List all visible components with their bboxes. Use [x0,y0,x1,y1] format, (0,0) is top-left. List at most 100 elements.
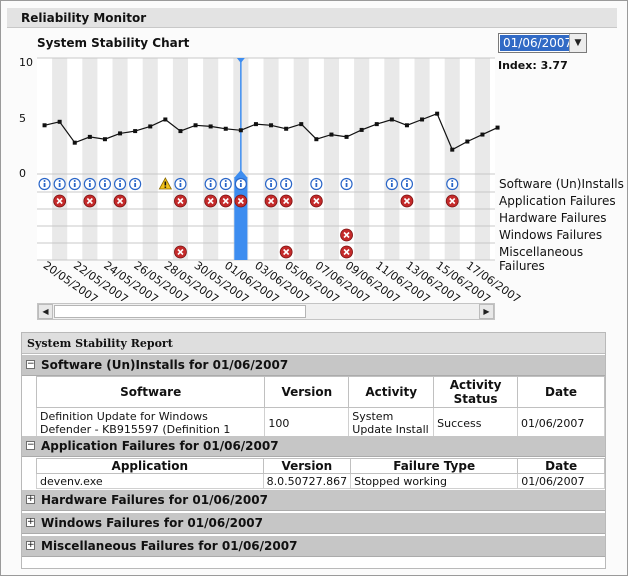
scroll-right-icon[interactable]: ▶ [479,304,494,319]
expand-toggle-icon[interactable]: + [26,517,35,527]
info-icon-stem [390,183,393,187]
chart-title: System Stability Chart [37,36,190,50]
stability-point [269,123,274,128]
info-icon [310,177,323,191]
column-header-version[interactable]: Version [262,458,352,474]
windows-failures-section-header[interactable]: + Windows Failures for 01/06/2007 [22,513,605,534]
stability-point [102,137,107,142]
info-icon-stem [239,183,242,187]
cell-status: Success [433,407,519,439]
miscellaneous-failures-section-header[interactable]: + Miscellaneous Failures for 01/06/2007 [22,536,605,557]
info-icon-dot [405,180,408,182]
error-icon-x [283,248,290,256]
software-installs-section-header[interactable]: − Software (Un)Installs for 01/06/2007 [22,355,605,376]
collapse-toggle-icon[interactable]: − [26,359,35,369]
info-icon-dot [285,180,288,182]
stability-point [344,134,349,139]
column-header-failure-type[interactable]: Failure Type [350,458,519,474]
y-tick-5: 5 [19,112,26,125]
stability-point [253,122,258,127]
day-stripe [293,58,309,260]
info-icon-stem [58,183,61,187]
cell-application: devenv.exe [36,473,264,489]
expand-toggle-icon[interactable]: + [26,540,35,550]
info-icon-dot [270,180,273,182]
category-miscellaneous-failures: Miscellaneous Failures [499,245,584,273]
column-header-date[interactable]: Date [517,458,605,474]
info-icon-stem [315,183,318,187]
cell-date: 01/06/2007 [517,407,605,439]
selection-marker-bottom [234,170,247,177]
info-icon-dot [103,180,106,182]
collapse-toggle-icon[interactable]: − [26,440,35,450]
day-stripe [172,58,188,260]
info-icon-dot [43,180,46,182]
expand-toggle-icon[interactable]: + [26,494,35,504]
application-failure-icon [174,194,187,208]
info-icon [280,177,293,191]
software-installs-table: Software Version Activity Activity Statu… [35,376,605,439]
info-icon-dot [224,180,227,182]
scroll-left-icon[interactable]: ◀ [38,304,53,319]
stability-point [57,119,62,124]
info-icon [446,177,459,191]
column-header-activity-status[interactable]: Activity Status [433,376,519,408]
info-icon-stem [224,183,227,187]
section-title: Software (Un)Installs for 01/06/2007 [41,358,289,372]
stability-point [450,147,455,152]
column-header-activity[interactable]: Activity [348,376,435,408]
column-header-version[interactable]: Version [264,376,350,408]
error-icon-x [283,197,290,205]
info-icon [53,177,66,191]
day-stripe [323,58,339,260]
warning-icon [158,177,173,190]
hardware-failures-section-header[interactable]: + Hardware Failures for 01/06/2007 [22,490,605,511]
info-icon-stem [134,183,137,187]
error-icon-x [313,197,320,205]
stability-point [480,132,485,137]
date-dropdown-value: 01/06/2007 [500,35,572,51]
stability-point [359,127,364,132]
stability-point [118,131,123,136]
error-icon-x [267,197,275,205]
date-dropdown[interactable]: 01/06/2007 ▼ [498,33,587,53]
stability-report-panel: System Stability Report − Software (Un)I… [21,332,606,569]
chevron-down-icon[interactable]: ▼ [569,34,586,52]
stability-point [148,124,153,129]
info-icon [385,177,398,191]
info-icon [340,177,353,191]
stability-point [72,140,77,145]
stability-point [314,137,319,142]
error-icon-x [403,197,411,205]
table-row[interactable]: Definition Update for Windows Defender -… [35,407,605,439]
table-row[interactable]: devenv.exe 8.0.50727.867 Stopped working… [36,473,605,489]
column-header-date[interactable]: Date [517,376,605,408]
stability-point [193,123,198,128]
stability-point [404,123,409,128]
info-icon [68,177,81,191]
info-icon-stem [451,183,454,187]
info-icon [98,177,112,191]
miscellaneous-failure-icon [174,245,187,259]
application-failure-icon [445,194,459,208]
info-icon-dot [179,180,182,182]
column-header-application[interactable]: Application [36,458,264,474]
error-icon-x [449,197,456,205]
info-icon-stem [209,183,212,187]
info-icon-dot [209,180,212,182]
scrollbar-thumb[interactable] [54,305,306,318]
chart-horizontal-scrollbar[interactable]: ◀ ▶ [37,303,495,320]
info-icon-dot [345,180,348,182]
application-failure-icon [234,194,248,208]
windows-failure-icon [340,228,353,242]
application-failures-section-header[interactable]: − Application Failures for 01/06/2007 [22,436,605,457]
day-stripe [112,58,128,260]
info-icon [174,177,187,191]
cell-version: 100 [264,407,350,439]
stability-point [163,117,168,122]
stability-chart[interactable]: 20/05/200722/05/200724/05/200726/05/2007… [1,1,628,301]
info-icon [83,177,96,191]
application-failure-icon [53,194,67,208]
error-icon-x [116,197,124,205]
column-header-software[interactable]: Software [35,376,266,408]
